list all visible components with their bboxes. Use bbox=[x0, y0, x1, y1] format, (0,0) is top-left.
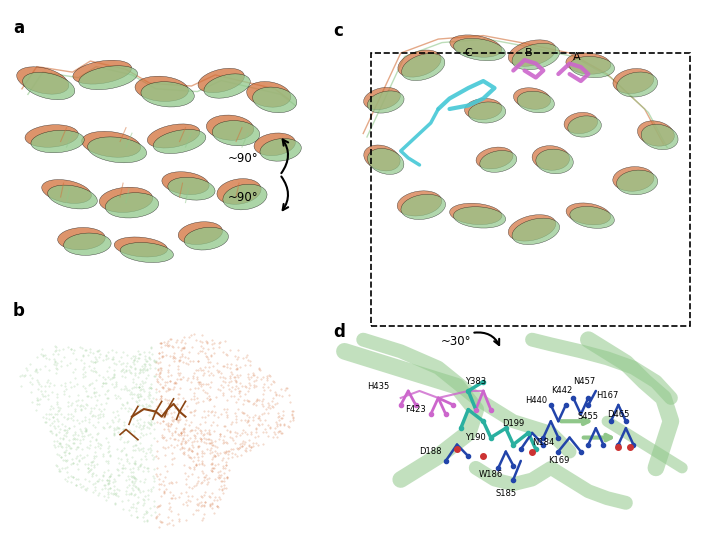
Text: ~30°: ~30° bbox=[440, 335, 471, 348]
Ellipse shape bbox=[532, 145, 569, 170]
Text: d: d bbox=[333, 324, 345, 341]
Ellipse shape bbox=[64, 233, 111, 255]
Ellipse shape bbox=[88, 137, 147, 163]
Ellipse shape bbox=[570, 57, 615, 78]
Ellipse shape bbox=[364, 88, 400, 109]
Ellipse shape bbox=[513, 88, 551, 109]
Ellipse shape bbox=[401, 53, 445, 80]
Ellipse shape bbox=[254, 133, 295, 155]
Ellipse shape bbox=[454, 38, 506, 60]
Ellipse shape bbox=[153, 129, 206, 154]
Text: H435: H435 bbox=[367, 382, 389, 391]
Ellipse shape bbox=[135, 76, 188, 102]
Text: A: A bbox=[573, 52, 581, 62]
Text: D188: D188 bbox=[420, 447, 442, 456]
Ellipse shape bbox=[23, 72, 75, 100]
Ellipse shape bbox=[206, 115, 254, 140]
Ellipse shape bbox=[570, 206, 615, 228]
Ellipse shape bbox=[617, 170, 658, 195]
Ellipse shape bbox=[25, 125, 79, 147]
Ellipse shape bbox=[212, 120, 260, 146]
Ellipse shape bbox=[637, 121, 674, 146]
Text: H440: H440 bbox=[525, 396, 547, 405]
Text: c: c bbox=[333, 22, 343, 39]
Ellipse shape bbox=[613, 166, 654, 191]
Text: N184: N184 bbox=[532, 438, 554, 447]
Ellipse shape bbox=[367, 91, 404, 113]
Ellipse shape bbox=[223, 184, 267, 210]
Ellipse shape bbox=[450, 203, 502, 225]
Ellipse shape bbox=[512, 43, 559, 70]
Ellipse shape bbox=[114, 237, 168, 257]
Ellipse shape bbox=[198, 68, 244, 93]
Ellipse shape bbox=[260, 139, 302, 161]
Ellipse shape bbox=[120, 243, 173, 263]
Ellipse shape bbox=[480, 150, 517, 173]
Ellipse shape bbox=[398, 50, 441, 77]
Text: Y190: Y190 bbox=[465, 433, 486, 442]
Ellipse shape bbox=[468, 102, 506, 123]
Ellipse shape bbox=[464, 98, 502, 119]
Ellipse shape bbox=[367, 149, 404, 174]
Ellipse shape bbox=[397, 191, 442, 216]
Text: W186: W186 bbox=[479, 470, 503, 480]
Ellipse shape bbox=[512, 218, 559, 245]
Ellipse shape bbox=[246, 82, 291, 107]
Ellipse shape bbox=[450, 35, 502, 57]
Text: H167: H167 bbox=[596, 391, 618, 400]
Ellipse shape bbox=[57, 228, 105, 250]
Text: C: C bbox=[464, 48, 472, 58]
Text: b: b bbox=[13, 302, 25, 320]
Ellipse shape bbox=[364, 145, 400, 171]
Ellipse shape bbox=[536, 149, 573, 174]
Ellipse shape bbox=[141, 82, 194, 107]
Ellipse shape bbox=[613, 68, 653, 94]
Ellipse shape bbox=[568, 116, 601, 137]
Text: N457: N457 bbox=[573, 377, 595, 386]
Ellipse shape bbox=[518, 91, 554, 113]
Text: D199: D199 bbox=[502, 419, 525, 428]
Ellipse shape bbox=[31, 130, 84, 153]
Text: D465: D465 bbox=[607, 410, 629, 419]
Ellipse shape bbox=[42, 180, 91, 203]
Ellipse shape bbox=[162, 171, 209, 195]
Ellipse shape bbox=[453, 206, 506, 228]
Ellipse shape bbox=[401, 194, 445, 219]
Ellipse shape bbox=[204, 74, 251, 98]
Text: ~90°: ~90° bbox=[228, 190, 258, 204]
Ellipse shape bbox=[566, 203, 610, 225]
Ellipse shape bbox=[566, 53, 611, 74]
Ellipse shape bbox=[79, 65, 137, 90]
Ellipse shape bbox=[508, 215, 556, 241]
Ellipse shape bbox=[81, 132, 141, 157]
Ellipse shape bbox=[564, 112, 598, 134]
Ellipse shape bbox=[476, 147, 513, 169]
Ellipse shape bbox=[73, 60, 132, 84]
Text: a: a bbox=[13, 19, 24, 37]
Ellipse shape bbox=[641, 124, 678, 150]
Ellipse shape bbox=[99, 187, 153, 213]
Ellipse shape bbox=[253, 87, 297, 113]
Text: ~90°: ~90° bbox=[228, 152, 258, 165]
Text: S185: S185 bbox=[495, 489, 516, 498]
Ellipse shape bbox=[147, 124, 200, 148]
Ellipse shape bbox=[184, 228, 229, 250]
Ellipse shape bbox=[617, 72, 658, 97]
Text: Y383: Y383 bbox=[465, 377, 486, 386]
Ellipse shape bbox=[168, 177, 215, 200]
Ellipse shape bbox=[217, 179, 261, 204]
Text: F423: F423 bbox=[406, 405, 426, 414]
Ellipse shape bbox=[17, 67, 69, 94]
Ellipse shape bbox=[178, 222, 222, 244]
Text: K169: K169 bbox=[548, 456, 569, 466]
Ellipse shape bbox=[47, 185, 97, 209]
Text: K442: K442 bbox=[552, 386, 573, 396]
Ellipse shape bbox=[508, 40, 556, 66]
Text: S455: S455 bbox=[578, 412, 599, 421]
Text: B: B bbox=[525, 48, 532, 58]
Ellipse shape bbox=[105, 193, 159, 218]
